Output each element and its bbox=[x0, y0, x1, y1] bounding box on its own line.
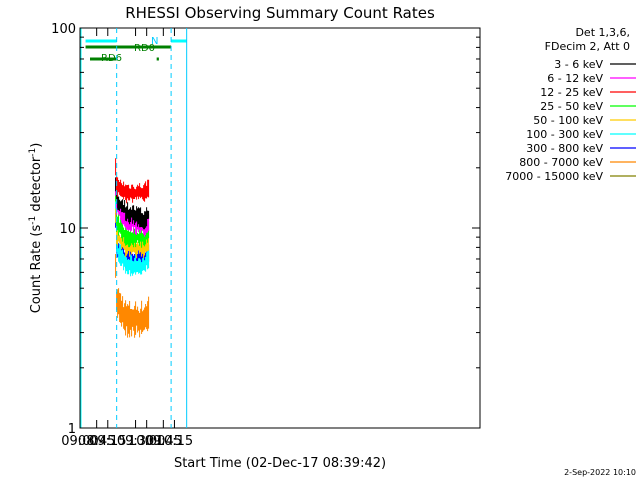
x-tick-label: 10:15 bbox=[156, 434, 193, 449]
x-tick-label: 08:45 bbox=[78, 434, 115, 449]
x-tick-label: 09:30 bbox=[117, 434, 154, 449]
curves-layer bbox=[115, 158, 150, 338]
legend-header-2: FDecim 2, Att 0 bbox=[545, 40, 630, 53]
legend-label: 6 - 12 keV bbox=[547, 72, 603, 85]
y-tick-label: 1 bbox=[68, 422, 76, 437]
bar-label-n: N bbox=[151, 36, 158, 47]
x-tick-label: 10:00 bbox=[128, 434, 165, 449]
chart-title: RHESSI Observing Summary Count Rates bbox=[125, 4, 435, 22]
legend-label: 7000 - 15000 keV bbox=[505, 170, 603, 183]
legend-label: 25 - 50 keV bbox=[540, 100, 603, 113]
y-axis-label: Count Rate (s-1 detector-1) bbox=[28, 143, 44, 314]
series-curve-800-7000-keV bbox=[115, 254, 150, 338]
series-curve-12-25-keV bbox=[115, 158, 150, 204]
bar-label-rd6: RD6 bbox=[101, 53, 122, 64]
series-curve-3-6-keV bbox=[115, 177, 150, 230]
x-tick-label: 09:45 bbox=[145, 434, 182, 449]
legend-label: 3 - 6 keV bbox=[554, 58, 603, 71]
legend-label: 800 - 7000 keV bbox=[519, 156, 603, 169]
y-axis: 1 10 100 bbox=[51, 22, 480, 437]
x-tick-label: 09:00 bbox=[61, 434, 98, 449]
y-tick-label: 10 bbox=[59, 222, 76, 237]
legend-label: 12 - 25 keV bbox=[540, 86, 603, 99]
y-tick-label: 100 bbox=[51, 22, 76, 37]
legend-label: 100 - 300 keV bbox=[526, 128, 603, 141]
legend-label: 50 - 100 keV bbox=[533, 114, 603, 127]
footer-date: 2-Sep-2022 10:10 bbox=[564, 468, 636, 477]
x-axis-label: Start Time (02-Dec-17 08:39:42) bbox=[174, 456, 386, 471]
bar-label-rd0: RD0 bbox=[134, 43, 155, 54]
legend-header-1: Det 1,3,6, bbox=[575, 26, 630, 39]
series-curve-100-300-keV bbox=[115, 201, 150, 277]
legend-label: 300 - 800 keV bbox=[526, 142, 603, 155]
x-tick-label: 09:15 bbox=[89, 434, 126, 449]
